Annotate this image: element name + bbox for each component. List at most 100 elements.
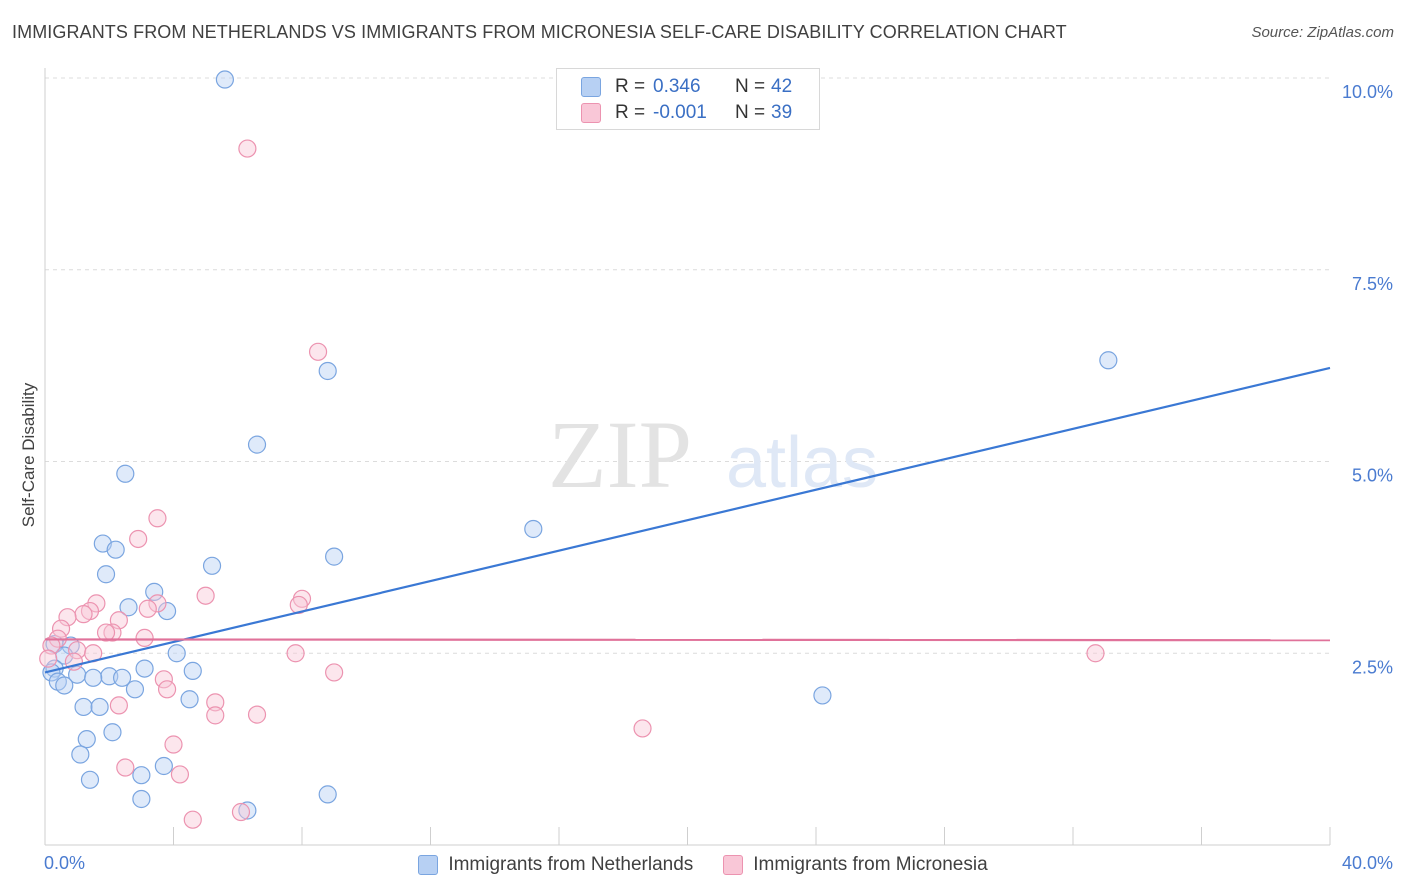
point-netherlands [96, 565, 116, 584]
scatter-points [39, 70, 1118, 829]
point-netherlands [167, 644, 186, 663]
point-netherlands [135, 659, 154, 678]
point-netherlands [106, 540, 125, 559]
stats-legend: R = 0.346 N = 42 R = -0.001 N = 39 [556, 68, 820, 130]
point-micronesia [1086, 644, 1105, 663]
point-micronesia [129, 529, 148, 549]
grid-lines [45, 77, 1330, 654]
legend-label-netherlands: Immigrants from Netherlands [448, 854, 694, 875]
n-value: 39 [771, 102, 793, 123]
point-netherlands [157, 601, 177, 621]
chart-title: IMMIGRANTS FROM NETHERLANDS VS IMMIGRANT… [12, 22, 1067, 42]
point-netherlands [84, 668, 103, 687]
point-netherlands [247, 435, 267, 454]
trend-line-micronesia [44, 638, 1331, 642]
point-netherlands [103, 723, 122, 742]
point-micronesia [247, 705, 267, 724]
point-micronesia [325, 663, 344, 682]
point-netherlands [215, 70, 234, 89]
point-micronesia [286, 644, 305, 663]
y-tick-label: 5.0% [1352, 466, 1393, 486]
legend-label-micronesia: Immigrants from Micronesia [753, 854, 988, 875]
point-micronesia [154, 670, 173, 689]
point-netherlands [77, 730, 96, 749]
point-micronesia [157, 680, 177, 699]
point-micronesia [196, 586, 215, 605]
r-label: R = [615, 102, 646, 123]
point-micronesia [238, 139, 257, 158]
point-netherlands [145, 582, 164, 601]
point-micronesia [164, 735, 183, 754]
point-netherlands [318, 785, 337, 804]
stats-row-micronesia: R = -0.001 N = 39 [581, 100, 792, 126]
point-netherlands [524, 519, 543, 539]
series-legend: Immigrants from Netherlands Immigrants f… [0, 852, 1406, 878]
point-netherlands [132, 766, 151, 785]
n-label: N = [735, 102, 766, 123]
point-micronesia [116, 758, 135, 777]
point-micronesia [633, 719, 652, 738]
point-micronesia [289, 595, 308, 615]
r-value: -0.001 [653, 102, 707, 123]
source-label: Source: ZipAtlas.com [1251, 24, 1394, 41]
point-netherlands [119, 598, 138, 617]
point-micronesia [138, 599, 157, 618]
stats-row-netherlands: R = 0.346 N = 42 [581, 74, 792, 100]
y-axis-label: Self-Care Disability [19, 382, 38, 527]
watermark-atlas: atlas [726, 423, 878, 503]
point-micronesia [206, 693, 225, 712]
y-tick-label: 10.0% [1342, 82, 1393, 102]
point-micronesia [135, 628, 154, 648]
point-micronesia [109, 696, 128, 715]
legend-item-micronesia[interactable]: Immigrants from Micronesia [723, 852, 988, 878]
point-micronesia [51, 619, 71, 638]
tick-labels: 2.5% 5.0% 7.5% 10.0% 0.0% 40.0% [44, 82, 1393, 873]
stats-swatch-netherlands [581, 77, 601, 97]
x-tick-label-min: 0.0% [44, 853, 85, 873]
axes [44, 68, 1331, 846]
point-netherlands [180, 690, 199, 709]
point-netherlands [80, 770, 100, 789]
point-micronesia [96, 623, 116, 642]
point-netherlands [154, 756, 173, 776]
legend-swatch-netherlands [418, 855, 439, 875]
point-netherlands [318, 361, 337, 381]
point-netherlands [74, 697, 93, 717]
r-label: R = [615, 76, 646, 97]
legend-swatch-micronesia [723, 855, 744, 875]
point-netherlands [132, 789, 151, 809]
point-netherlands [90, 697, 109, 717]
point-netherlands [116, 464, 135, 483]
point-micronesia [74, 605, 93, 624]
trend-lines [44, 366, 1331, 674]
point-netherlands [112, 668, 132, 687]
point-micronesia [58, 608, 77, 627]
y-tick-label: 2.5% [1352, 657, 1393, 677]
point-netherlands [325, 547, 344, 566]
point-micronesia [308, 342, 328, 361]
point-netherlands [238, 801, 257, 820]
point-micronesia [183, 810, 202, 829]
watermark-zip: ZIP [548, 401, 692, 508]
stats-swatch-micronesia [581, 103, 601, 123]
n-value: 42 [771, 76, 793, 97]
trend-line-netherlands [44, 366, 1331, 674]
point-netherlands [813, 686, 832, 705]
point-micronesia [148, 509, 167, 528]
point-micronesia [170, 765, 190, 784]
r-value: 0.346 [653, 76, 701, 97]
point-micronesia [231, 802, 251, 822]
point-netherlands [1099, 351, 1118, 370]
n-label: N = [735, 76, 766, 97]
legend-item-netherlands[interactable]: Immigrants from Netherlands [418, 852, 693, 878]
point-netherlands [125, 680, 145, 699]
x-tick-label-max: 40.0% [1342, 853, 1393, 873]
point-micronesia [39, 649, 58, 668]
point-netherlands [202, 556, 222, 575]
point-netherlands [42, 663, 61, 682]
point-netherlands [55, 676, 74, 695]
point-micronesia [148, 594, 167, 613]
y-tick-label: 7.5% [1352, 274, 1393, 294]
point-netherlands [183, 661, 202, 680]
